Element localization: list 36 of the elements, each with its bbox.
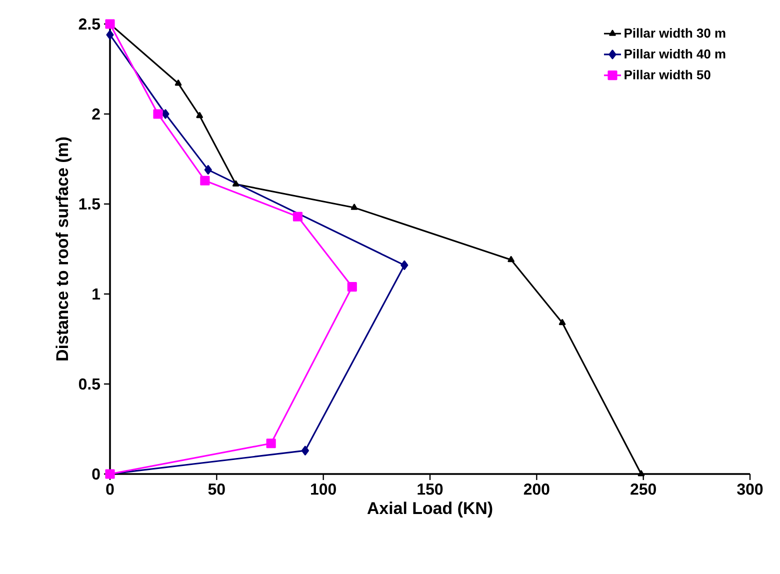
- point: [508, 256, 514, 262]
- point: [196, 112, 203, 118]
- point: [162, 109, 170, 119]
- x-tick-label: 200: [524, 484, 550, 495]
- point: [301, 446, 309, 456]
- x-tick-label: 100: [311, 484, 336, 495]
- y-tick-label: 2.5: [78, 18, 100, 30]
- legend-label: Pillar width 50: [624, 70, 710, 80]
- point: [153, 109, 163, 119]
- point: [174, 80, 182, 86]
- legend-label: Pillar width 30 m: [624, 28, 726, 38]
- point: [106, 30, 114, 40]
- x-axis-title: Axial Load (KN): [367, 502, 492, 518]
- point: [204, 165, 212, 175]
- point: [292, 212, 303, 222]
- y-tick-label: 2: [92, 108, 100, 120]
- point: [266, 438, 276, 448]
- point: [105, 19, 115, 29]
- y-tick-label: 1: [92, 288, 100, 300]
- point: [638, 470, 645, 476]
- y-tick-label: 0: [92, 468, 100, 480]
- y-axis-title: Distance to roof surface (m): [56, 137, 72, 360]
- x-tick-label: 50: [208, 484, 225, 495]
- y-tick-label: 0.5: [78, 378, 100, 390]
- legend-label: Pillar width 40 m: [624, 49, 726, 59]
- x-tick-label: 300: [737, 484, 763, 495]
- point: [558, 319, 566, 326]
- x-tick-label: 150: [418, 484, 443, 495]
- x-tick-label: 250: [630, 484, 656, 495]
- y-tick-label: 1.5: [79, 198, 100, 210]
- point: [400, 260, 408, 270]
- point: [200, 176, 210, 186]
- point: [347, 282, 357, 292]
- point: [232, 180, 240, 186]
- point: [350, 204, 358, 210]
- x-tick-label: 0: [106, 484, 114, 495]
